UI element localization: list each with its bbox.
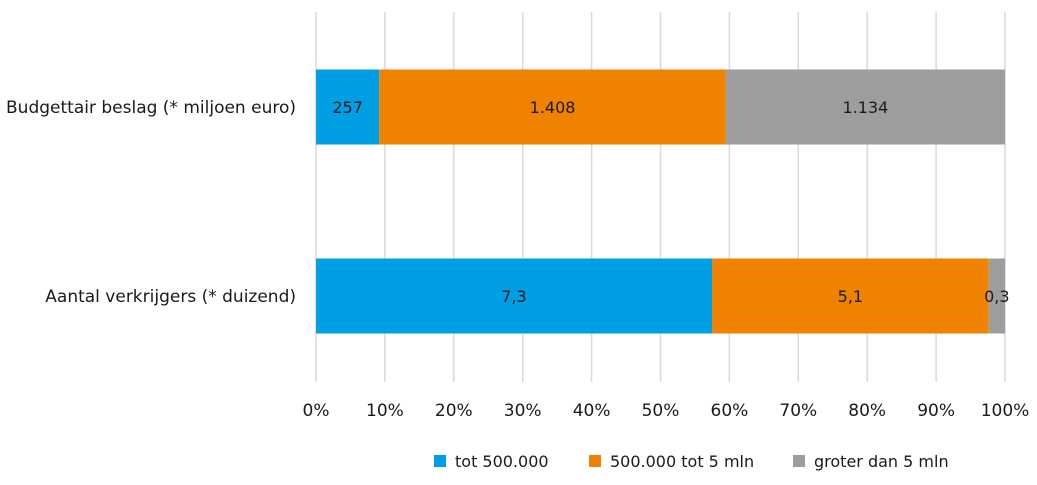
x-tick-label: 60% xyxy=(711,401,749,421)
category-label: Aantal verkrijgers (* duizend) xyxy=(45,287,296,307)
bar-segment-500-000-tot-5-mln-0 xyxy=(379,69,726,145)
data-label: 7,3 xyxy=(501,287,526,306)
x-tick-label: 40% xyxy=(573,401,611,421)
legend-item-500-000-tot-5-mln: 500.000 tot 5 mln xyxy=(589,452,754,471)
data-label: 0,3 xyxy=(984,287,1009,306)
legend-swatch xyxy=(793,455,805,467)
bar-segment-groter-dan-5-mln-1 xyxy=(988,258,1005,334)
x-tick-label: 80% xyxy=(848,401,886,421)
x-tick-label: 100% xyxy=(981,401,1030,421)
bar-segment-tot-500-000-0 xyxy=(316,69,380,145)
legend-label: 500.000 tot 5 mln xyxy=(610,452,754,471)
legend-item-tot-500-000: tot 500.000 xyxy=(434,452,549,471)
bars xyxy=(316,69,1005,334)
data-labels: 257 1.408 1.134 7,3 5,1 0,3 xyxy=(332,98,1009,306)
x-tick-label: 10% xyxy=(366,401,404,421)
legend: tot 500.000 500.000 tot 5 mln groter dan 5… xyxy=(434,452,949,471)
data-label: 1.134 xyxy=(843,98,889,117)
bar-segment-tot-500-000-1 xyxy=(316,258,713,334)
x-axis-ticks: 0% 10% 20% 30% 40% 50% 60% 70% 80% 90% 100% xyxy=(303,401,1030,421)
bar-segment-500-000-tot-5-mln-1 xyxy=(712,258,989,334)
category-labels: Budgettair beslag (* miljoen euro) Aantal… xyxy=(6,98,296,307)
legend-item-groter-dan-5-mln: groter dan 5 mln xyxy=(793,452,949,471)
legend-label: groter dan 5 mln xyxy=(814,452,949,471)
category-label: Budgettair beslag (* miljoen euro) xyxy=(6,98,296,118)
x-tick-label: 20% xyxy=(435,401,473,421)
x-tick-label: 50% xyxy=(642,401,680,421)
x-tick-label: 90% xyxy=(917,401,955,421)
legend-swatch xyxy=(434,455,446,467)
data-label: 5,1 xyxy=(838,287,863,306)
data-label: 1.408 xyxy=(530,98,576,117)
x-tick-label: 0% xyxy=(303,401,330,421)
x-tick-label: 30% xyxy=(504,401,542,421)
data-label: 257 xyxy=(332,98,363,117)
bar-segment-groter-dan-5-mln-0 xyxy=(725,69,1005,145)
x-tick-label: 70% xyxy=(779,401,817,421)
legend-swatch xyxy=(589,455,601,467)
legend-label: tot 500.000 xyxy=(455,452,549,471)
